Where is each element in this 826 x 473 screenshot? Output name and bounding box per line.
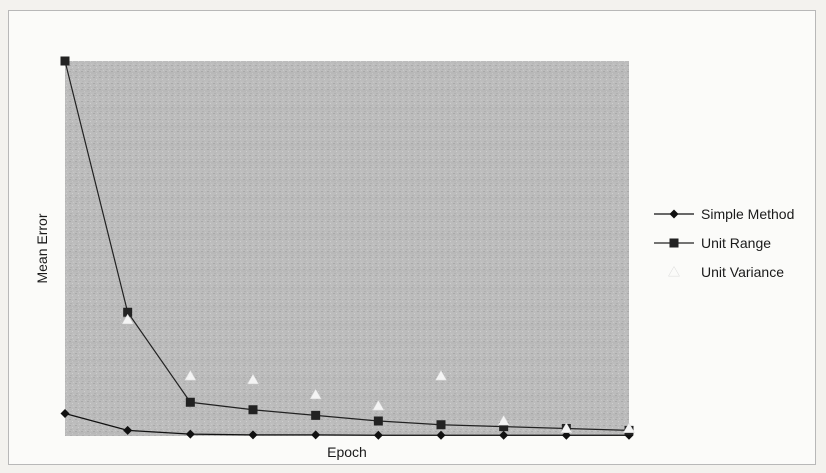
data-point-unit-variance	[247, 373, 259, 385]
y-axis-label: Mean Error	[34, 213, 50, 283]
line-chart: Epoch Mean Error Simple Method Unit Range…	[34, 56, 794, 460]
series-unit-variance	[121, 313, 635, 433]
data-point-unit-range	[60, 56, 70, 66]
data-point-unit-variance	[497, 414, 510, 426]
legend-label-simple-method: Simple Method	[701, 206, 794, 222]
legend-item-unit-variance: Unit Variance	[668, 264, 784, 280]
data-point-simple-method	[373, 430, 383, 440]
data-point-unit-range	[436, 420, 446, 430]
data-point-unit-range	[185, 397, 195, 407]
series-layer	[60, 56, 635, 440]
data-point-unit-variance	[372, 399, 385, 411]
legend-label-unit-range: Unit Range	[701, 235, 771, 251]
legend-marker-unit-range	[669, 238, 679, 248]
data-point-simple-method	[311, 430, 321, 440]
legend-item-unit-range: Unit Range	[654, 235, 771, 251]
legend-item-simple-method: Simple Method	[654, 206, 794, 222]
chart-frame: Epoch Mean Error Simple Method Unit Range…	[8, 10, 816, 465]
plot-area	[65, 61, 629, 436]
x-axis-label: Epoch	[327, 444, 367, 460]
series-line-simple-method	[64, 412, 629, 436]
data-point-unit-range	[373, 416, 383, 426]
data-point-unit-variance	[309, 388, 322, 400]
legend-label-unit-variance: Unit Variance	[701, 264, 784, 280]
data-point-unit-variance	[560, 422, 573, 433]
legend-marker-unit-variance	[668, 265, 680, 277]
data-point-unit-range	[499, 422, 509, 432]
legend-marker-simple-method	[669, 209, 679, 219]
legend: Simple Method Unit Range Unit Variance	[654, 206, 794, 280]
data-point-unit-range	[248, 405, 258, 415]
data-point-unit-range	[311, 410, 321, 420]
series-line-unit-range	[64, 60, 630, 431]
data-point-simple-method	[436, 430, 446, 440]
data-point-unit-variance	[623, 422, 635, 433]
data-point-simple-method	[123, 425, 133, 435]
data-point-unit-variance	[435, 369, 447, 381]
data-point-unit-variance	[121, 313, 134, 325]
data-point-simple-method	[499, 430, 509, 440]
data-point-simple-method	[248, 430, 258, 440]
data-point-simple-method	[60, 409, 70, 418]
series-simple-method	[60, 409, 634, 440]
data-point-unit-variance	[184, 369, 197, 381]
data-point-unit-range	[123, 307, 133, 317]
data-point-simple-method	[185, 429, 195, 439]
